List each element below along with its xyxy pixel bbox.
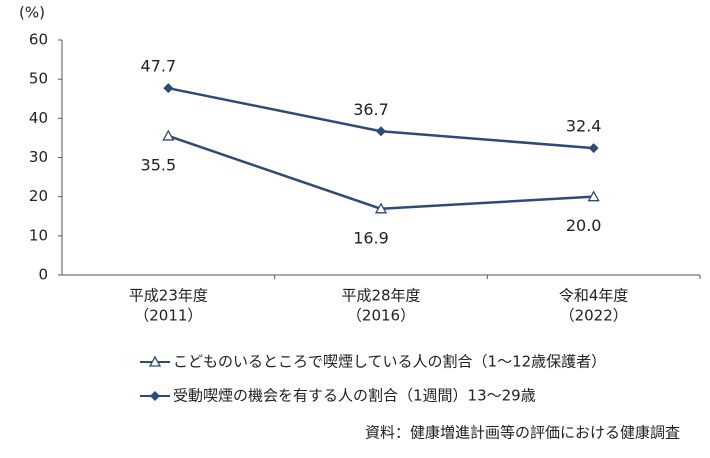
x-tick-label: 令和4年度 — [559, 287, 629, 305]
y-axis-label: (%) — [19, 4, 45, 22]
data-label: 35.5 — [141, 155, 177, 174]
legend-label: 受動喫煙の機会を有する人の割合（1週間）13～29歳 — [173, 387, 536, 405]
triangle-marker — [587, 190, 600, 202]
data-label: 20.0 — [566, 216, 602, 235]
y-tick-label: 50 — [29, 70, 48, 88]
x-tick-label: 平成28年度 — [341, 287, 420, 305]
legend-label: こどものいるところで喫煙している人の割合（1～12歳保護者） — [173, 353, 606, 371]
data-label: 32.4 — [566, 117, 602, 136]
source-note: 資料：健康増進計画等の評価における健康調査 — [365, 424, 680, 442]
triangle-marker — [374, 202, 388, 214]
diamond-marker — [163, 83, 174, 94]
diamond-marker — [588, 143, 599, 154]
y-tick-label: 0 — [38, 266, 48, 284]
triangle-marker — [148, 355, 162, 367]
y-tick-label: 20 — [29, 187, 48, 205]
x-tick-label: （2016） — [347, 307, 415, 325]
y-tick-label: 40 — [29, 109, 48, 127]
series-line — [167, 134, 594, 211]
diamond-marker — [150, 391, 160, 401]
y-tick-label: 10 — [29, 226, 48, 244]
y-tick-label: 60 — [29, 31, 48, 49]
data-label: 47.7 — [141, 57, 177, 76]
x-tick-label: 平成23年度 — [129, 287, 208, 305]
data-label: 16.9 — [353, 228, 389, 247]
data-label: 36.7 — [353, 100, 389, 119]
y-tick-label: 30 — [29, 148, 48, 166]
triangle-marker — [162, 129, 175, 141]
diamond-marker — [376, 126, 386, 137]
x-tick-label: （2011） — [134, 307, 202, 325]
x-tick-label: （2022） — [560, 307, 628, 325]
